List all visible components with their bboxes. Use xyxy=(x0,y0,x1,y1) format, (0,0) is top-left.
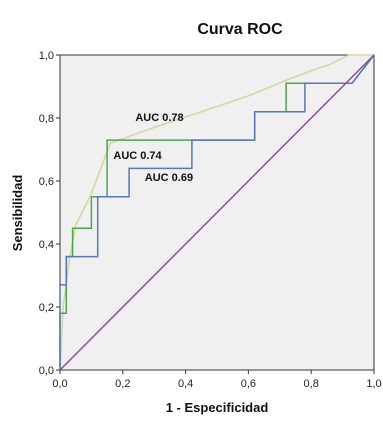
auc-annotation-2: AUC 0.69 xyxy=(145,172,193,184)
y-tick-label: 0,4 xyxy=(39,239,54,251)
x-axis-label: 1 - Especificidad xyxy=(166,400,269,415)
chart-title: Curva ROC xyxy=(197,21,283,38)
series-line-2 xyxy=(59,54,375,370)
series-layer xyxy=(59,54,375,371)
y-tick-label: 1,0 xyxy=(39,50,54,62)
series-line-3 xyxy=(59,54,375,371)
x-tick-label: 0,4 xyxy=(178,378,193,390)
x-tick-label: 0,8 xyxy=(304,378,319,390)
y-tick-label: 0,2 xyxy=(39,302,54,314)
x-tick-label: 0,0 xyxy=(52,378,67,390)
y-tick-label: 0,6 xyxy=(39,176,54,188)
auc-annotation-0: AUC 0.78 xyxy=(135,112,183,124)
series-line-0 xyxy=(59,54,374,371)
x-tick-label: 0,2 xyxy=(115,378,130,390)
x-axis: 0,0 0,2 0,4 0,6 0,8 1,0 xyxy=(52,370,382,390)
auc-annotation-1: AUC 0.74 xyxy=(113,150,162,162)
y-tick-label: 0,0 xyxy=(39,365,54,377)
annotations: AUC 0.78 AUC 0.74 AUC 0.69 xyxy=(113,112,193,184)
y-tick-label: 0,8 xyxy=(39,113,54,125)
y-axis-label: Sensibilidad xyxy=(10,175,25,252)
x-tick-label: 0,6 xyxy=(241,378,256,390)
y-axis: 0,0 0,2 0,4 0,6 0,8 1,0 xyxy=(39,50,60,377)
x-tick-label: 1,0 xyxy=(366,378,381,390)
